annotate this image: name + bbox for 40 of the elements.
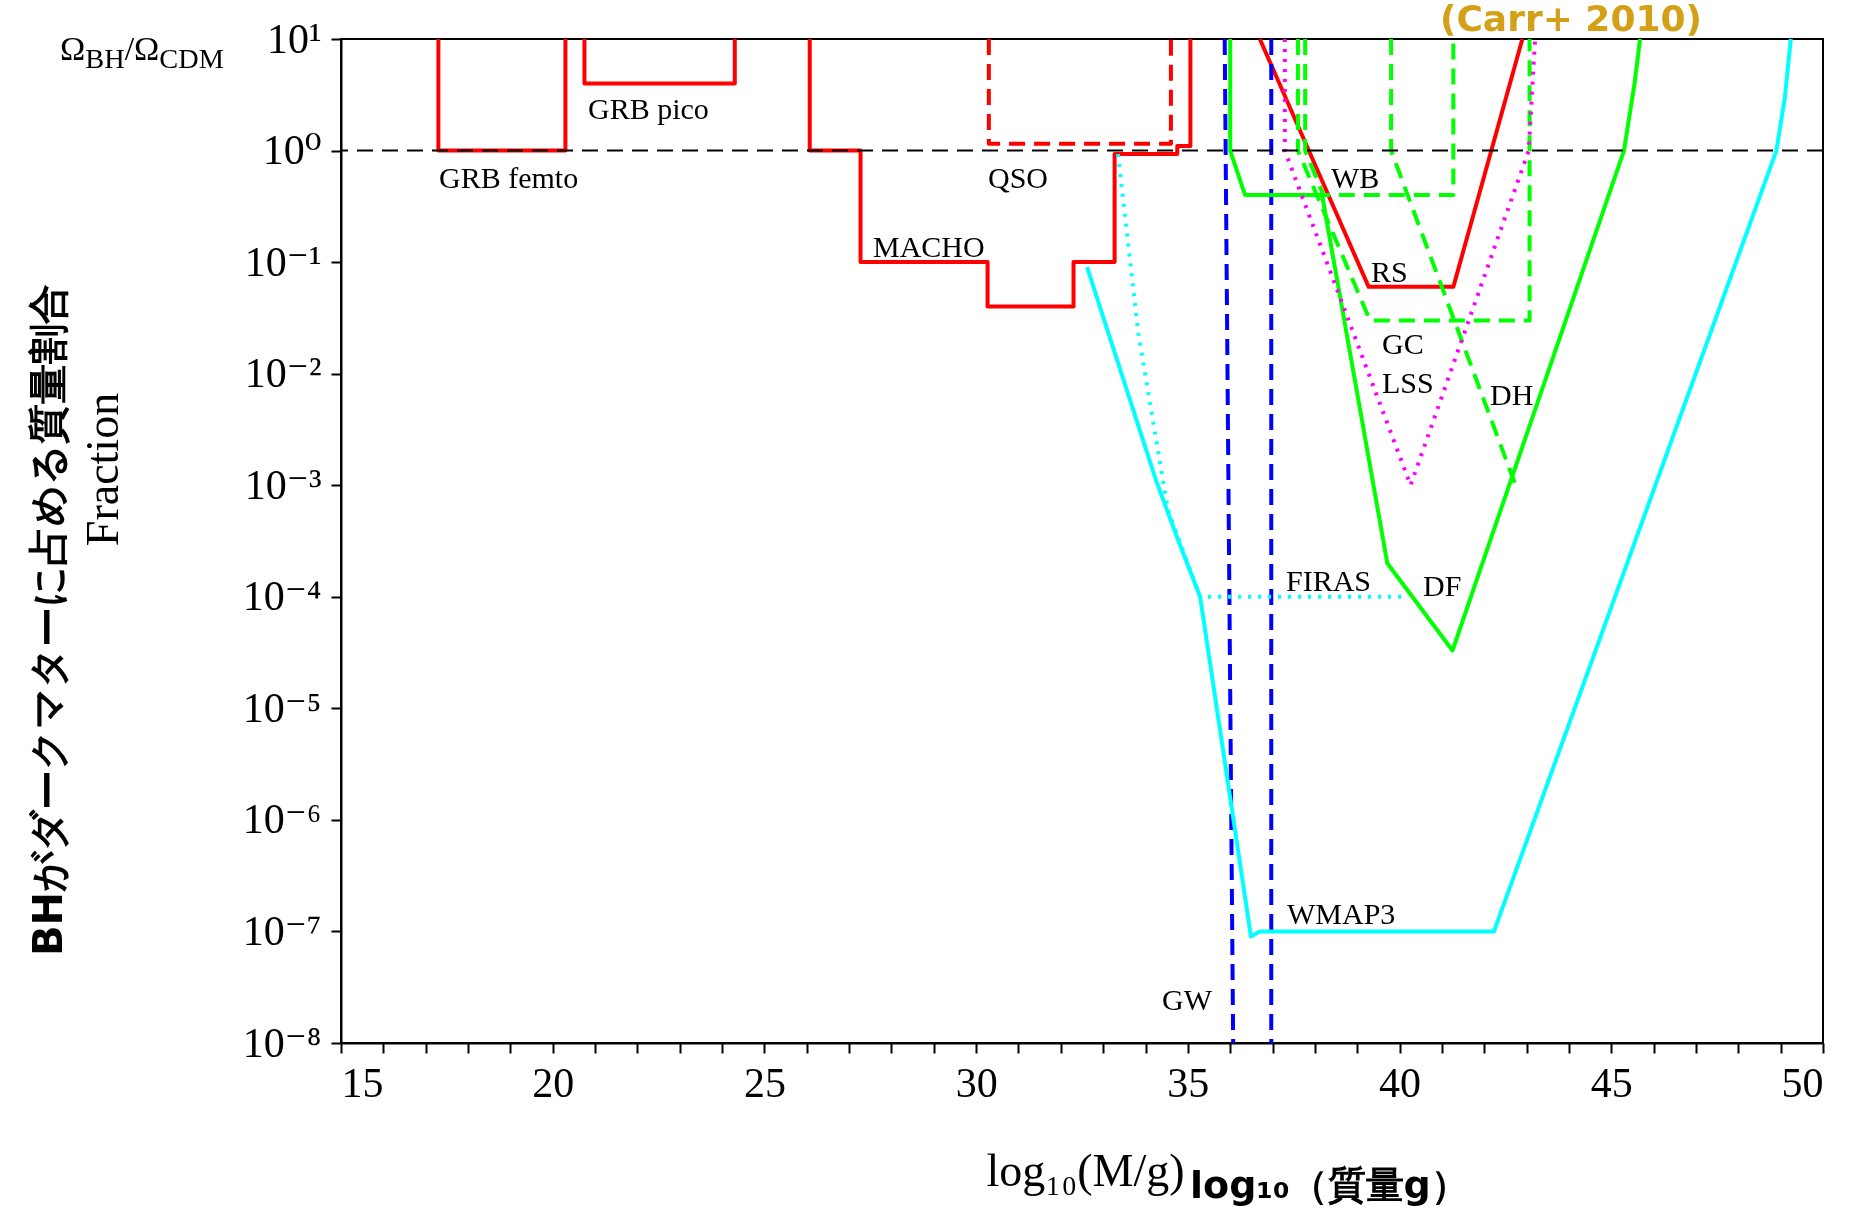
y-tick-label: 10⁻⁶ [242,796,322,843]
text: log₁₀（質量g） [1190,1162,1469,1209]
annotation: GC [1382,327,1424,361]
x-tick-label: 50 [1781,1059,1824,1106]
x-tick-label: 35 [1167,1059,1210,1106]
y-tick-label: 10⁻² [244,350,322,397]
annotation: DH [1490,378,1534,412]
x-tick-label: 45 [1590,1059,1633,1106]
x-tick-label: 15 [341,1059,384,1106]
x-axis-title: log₁₀(M/g) [986,1144,1185,1196]
line-series [1085,37,1793,939]
y-tick-label: 10⁻⁷ [242,907,322,954]
y-tick-label: 10⁰ [262,127,322,174]
annotation: WMAP3 [1287,897,1396,931]
line-series [1228,37,1643,653]
annotation: MACHO [873,230,985,264]
annotation: GRB femto [439,161,579,195]
annotation: FIRAS [1286,564,1372,598]
text: Ω$_{BH}$/Ω$_{CDM}$ [60,30,224,75]
y-tick-label: 10⁻⁸ [242,1019,322,1066]
line-series [807,37,1193,309]
x-tick-label: 20 [532,1059,575,1106]
annotation: QSO [988,161,1049,195]
y-tick-label: 10¹ [266,15,322,62]
x-tick-label: 25 [743,1059,786,1106]
text: (Carr+ 2010) [1440,0,1703,39]
y-axis-title: Fraction [76,392,128,547]
y-tick-label: 10⁻³ [244,461,322,508]
annotation: GRB pico [588,92,709,126]
annotation: RS [1371,255,1408,289]
annotation: LSS [1382,366,1434,400]
annotation: WB [1331,161,1380,195]
y-tick-label: 10⁻⁵ [242,684,322,731]
text: BHがダークマターに占める質量割合 [23,284,72,956]
y-tick-label: 10⁻⁴ [242,573,322,620]
annotation: GW [1162,983,1212,1017]
x-tick-label: 30 [955,1059,998,1106]
y-tick-label: 10⁻¹ [244,238,322,285]
annotation: DF [1423,569,1462,603]
x-tick-label: 40 [1379,1059,1422,1106]
